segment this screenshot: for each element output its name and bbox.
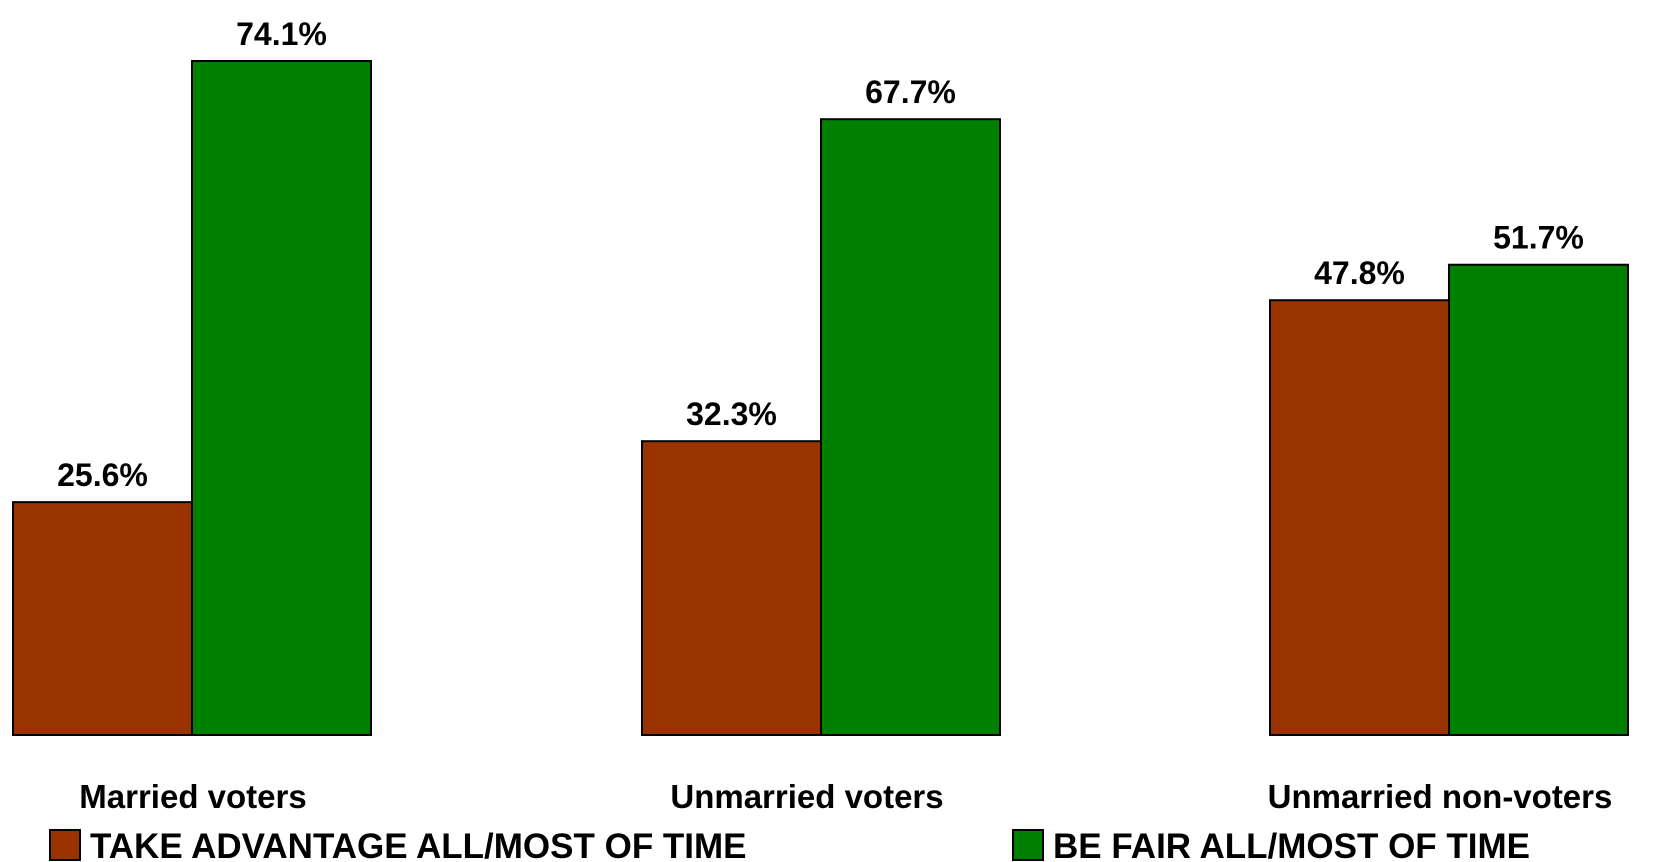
data-label-s1-c1: 67.7% xyxy=(865,74,956,110)
bar-s1-c0 xyxy=(192,61,371,735)
data-label-s0-c1: 32.3% xyxy=(686,396,777,432)
legend-label-0: TAKE ADVANTAGE ALL/MOST OF TIME xyxy=(90,827,747,862)
bar-s0-c2 xyxy=(1270,300,1449,735)
legend-swatch-0 xyxy=(50,830,80,860)
data-label-s1-c0: 74.1% xyxy=(236,16,327,52)
legend: TAKE ADVANTAGE ALL/MOST OF TIME BE FAIR A… xyxy=(50,827,1530,862)
data-label-s0-c2: 47.8% xyxy=(1314,255,1405,291)
bar-s0-c0 xyxy=(13,502,192,735)
bars-layer xyxy=(13,61,1628,735)
data-label-s0-c0: 25.6% xyxy=(57,457,148,493)
bar-s0-c1 xyxy=(642,441,821,735)
bar-s1-c1 xyxy=(821,119,1000,735)
category-labels-layer: Married voters Unmarried voters Unmarried … xyxy=(79,778,1612,815)
category-label-1: Unmarried voters xyxy=(670,778,943,815)
legend-label-1: BE FAIR ALL/MOST OF TIME xyxy=(1053,827,1530,862)
category-label-0: Married voters xyxy=(79,778,306,815)
legend-swatch-1 xyxy=(1013,830,1043,860)
bar-s1-c2 xyxy=(1449,265,1628,735)
data-label-s1-c2: 51.7% xyxy=(1493,220,1584,256)
category-label-2: Unmarried non-voters xyxy=(1268,778,1613,815)
